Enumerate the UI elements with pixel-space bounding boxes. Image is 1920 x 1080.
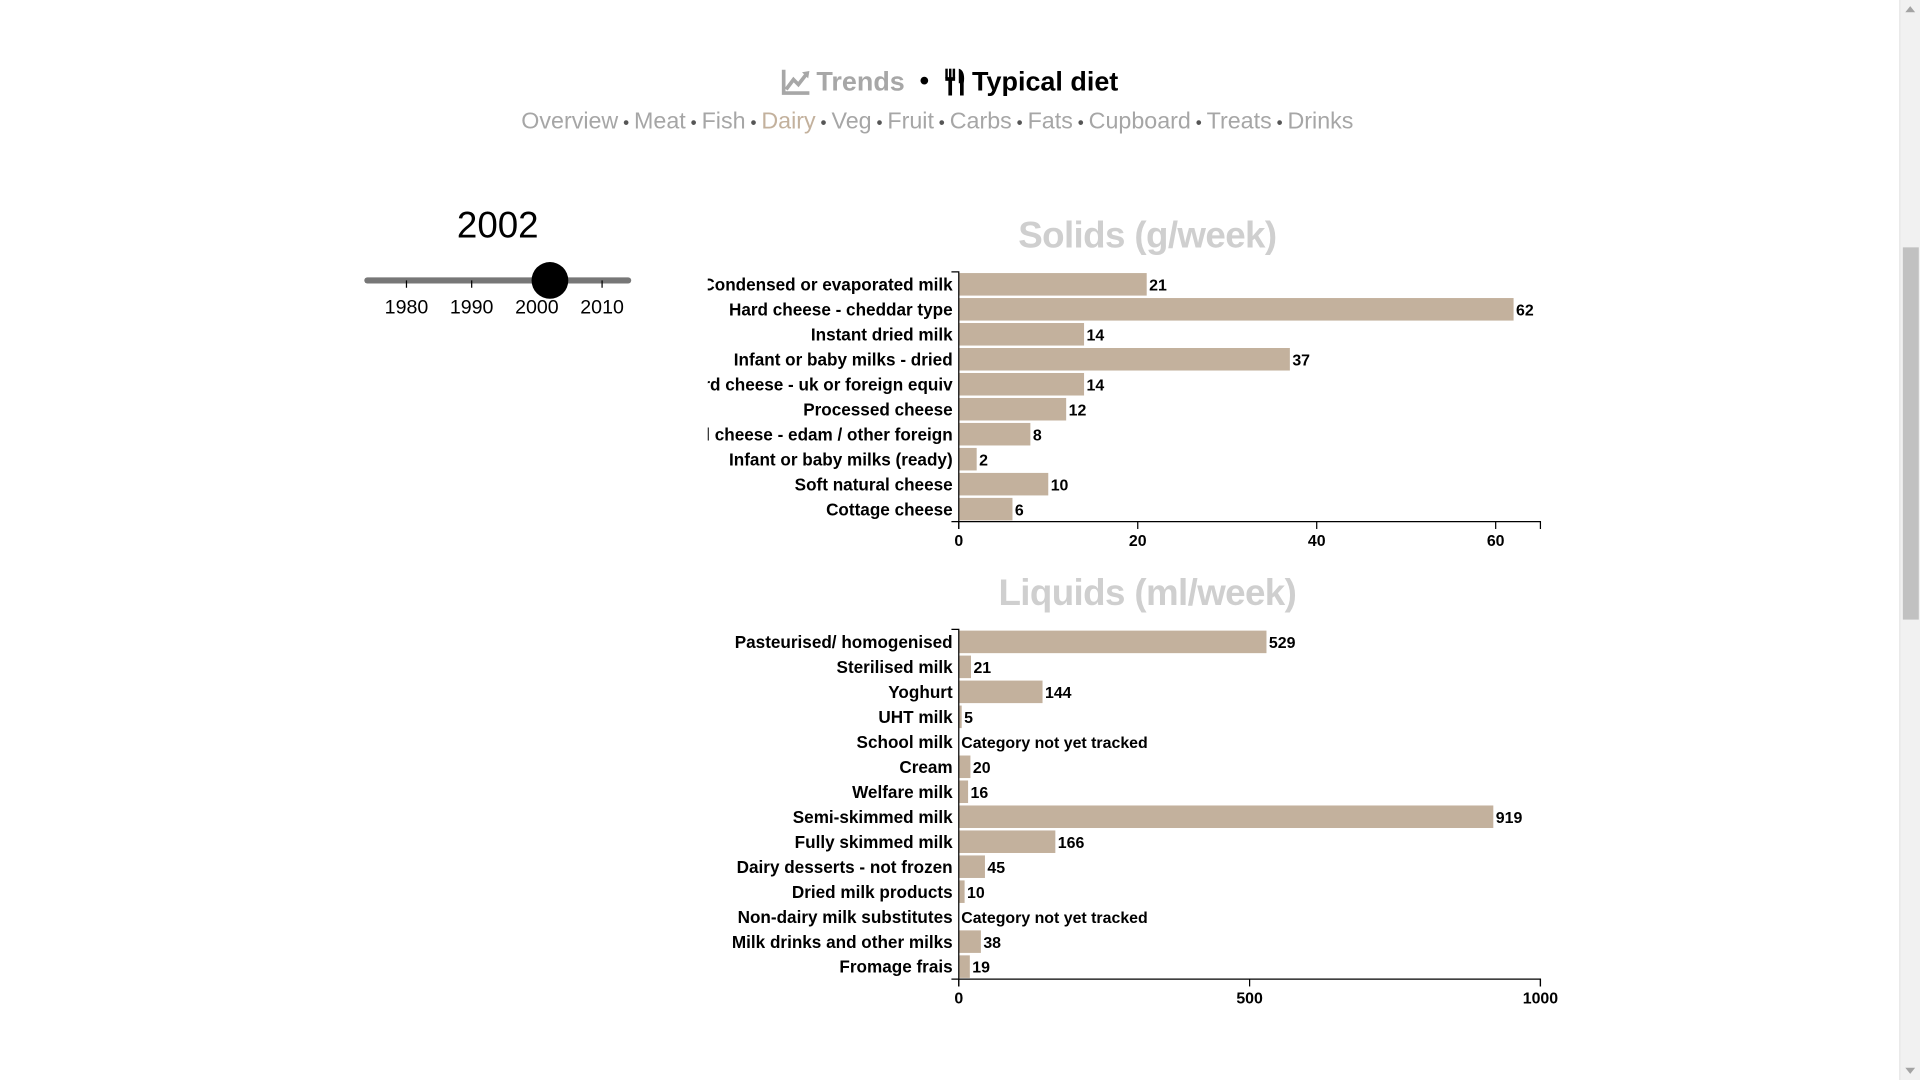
bar xyxy=(958,472,1049,496)
solids-chart-title: Solids (g/week) xyxy=(1018,215,1277,256)
trends-label: Trends xyxy=(816,66,905,97)
category-label: Processed cheese xyxy=(803,399,952,419)
bar xyxy=(958,372,1085,396)
category-label: Hard cheese - edam / other foreign xyxy=(671,424,953,444)
value-label: 21 xyxy=(1149,277,1167,294)
value-label: 6 xyxy=(1015,502,1024,519)
nav-separator: • xyxy=(1195,112,1202,133)
nav-link-drinks[interactable]: Drinks xyxy=(1287,108,1354,135)
category-nav: Overview • Meat • Fish • Dairy • Veg • Fruit • Carbs… xyxy=(0,108,1875,137)
category-label: Infant or baby milks (ready) xyxy=(729,449,953,469)
slider-handle[interactable] xyxy=(531,262,569,299)
scrollbar-thumb[interactable] xyxy=(1902,247,1919,620)
category-label: Instant dried milk xyxy=(811,324,953,344)
slider-tick-label: 1980 xyxy=(385,296,429,318)
nav-link-cupboard[interactable]: Cupboard xyxy=(1088,108,1191,135)
year-label: 2002 xyxy=(456,205,539,247)
bar xyxy=(958,348,1290,371)
nav-link-fish[interactable]: Fish xyxy=(701,108,746,135)
nav-separator: • xyxy=(750,112,757,133)
nav-link-overview[interactable]: Overview xyxy=(521,108,619,135)
typical-diet-label: Typical diet xyxy=(972,66,1119,97)
category-label: Hard cheese - cheddar type xyxy=(729,299,953,319)
nav-separator: • xyxy=(1016,112,1023,133)
view-switcher: Trends • Typical diet xyxy=(0,61,1899,102)
solids-plot-area: Condensed or evaporated milk 21 Hard chees… xyxy=(671,271,1542,550)
nav-link-meat[interactable]: Meat xyxy=(634,108,686,135)
nav-link-veg[interactable]: Veg xyxy=(831,108,872,135)
bar xyxy=(958,323,1085,346)
nav-link-fruit[interactable]: Fruit xyxy=(887,108,934,135)
value-label: 12 xyxy=(1069,402,1087,419)
value-label: 37 xyxy=(1292,352,1310,369)
header-separator: • xyxy=(919,64,930,96)
liquids-chart-title: Liquids (ml/week) xyxy=(998,573,1297,614)
nav-separator: • xyxy=(876,112,883,133)
category-label: Hard cheese - uk or foreign equiv xyxy=(681,374,953,394)
slider-tick-label: 2000 xyxy=(515,296,559,318)
x-tick-label: 60 xyxy=(1487,533,1505,550)
nav-separator: • xyxy=(1077,112,1084,133)
bar xyxy=(958,497,1013,521)
cutlery-icon xyxy=(945,68,964,96)
category-label: Cottage cheese xyxy=(826,499,953,519)
value-label: 14 xyxy=(1087,327,1105,344)
trends-link[interactable]: Trends xyxy=(781,63,905,102)
x-tick-label: 0 xyxy=(954,533,963,550)
bar xyxy=(958,298,1514,321)
value-label: 10 xyxy=(1051,477,1069,494)
bar xyxy=(958,397,1067,421)
nav-separator: • xyxy=(938,112,945,133)
value-label: 62 xyxy=(1516,302,1534,319)
slider-tick-label: 1990 xyxy=(450,296,494,318)
nav-separator: • xyxy=(690,112,697,133)
value-label: 14 xyxy=(1087,377,1105,394)
nav-link-dairy[interactable]: Dairy xyxy=(761,108,816,135)
bar xyxy=(958,273,1147,296)
nav-link-fats[interactable]: Fats xyxy=(1027,108,1073,135)
vertical-scrollbar[interactable] xyxy=(1899,0,1920,1080)
nav-link-treats[interactable]: Treats xyxy=(1206,108,1272,135)
year-slider[interactable]: 1980 1990 2000 2010 xyxy=(355,251,649,324)
x-axis-line xyxy=(958,521,1542,529)
category-label: Soft natural cheese xyxy=(795,474,953,494)
bar xyxy=(958,422,1031,446)
bar xyxy=(958,447,977,471)
value-label: 8 xyxy=(1033,427,1042,444)
x-tick-label: 40 xyxy=(1308,533,1326,550)
nav-separator: • xyxy=(820,112,827,133)
slider-tick-label: 2010 xyxy=(580,296,624,318)
category-label: Infant or baby milks - dried xyxy=(734,349,953,369)
nav-separator: • xyxy=(623,112,630,133)
y-axis-line xyxy=(951,271,960,523)
nav-link-carbs[interactable]: Carbs xyxy=(949,108,1012,135)
typical-diet-link[interactable]: Typical diet xyxy=(944,63,1118,102)
scroll-down-icon[interactable] xyxy=(1905,1067,1916,1074)
x-tick-label: 20 xyxy=(1129,533,1147,550)
nav-separator: • xyxy=(1276,112,1283,133)
line-chart-icon xyxy=(781,70,810,96)
scroll-up-icon[interactable] xyxy=(1905,6,1916,13)
category-label: Condensed or evaporated milk xyxy=(702,274,953,294)
value-label: 2 xyxy=(979,452,988,469)
